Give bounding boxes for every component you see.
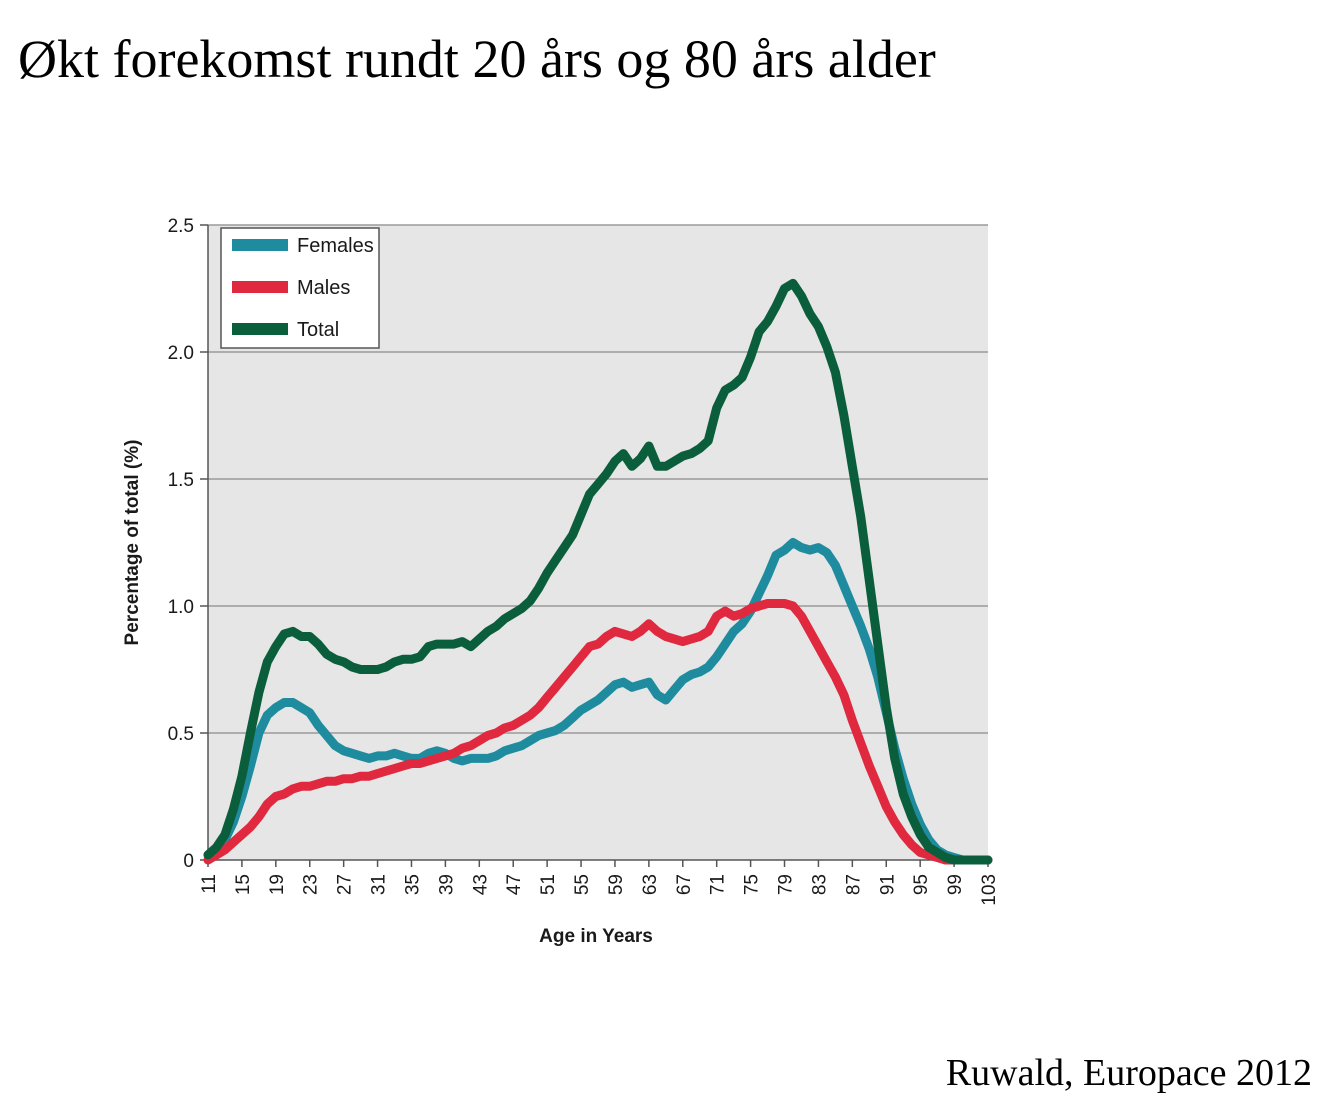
- y-tick-label: 0.5: [168, 724, 194, 745]
- x-tick-label: 99: [945, 874, 966, 895]
- x-tick-label: 59: [606, 874, 627, 895]
- x-tick-label: 47: [504, 874, 525, 895]
- legend-swatch: [232, 323, 288, 335]
- y-axis-title: Percentage of total (%): [122, 440, 143, 646]
- x-tick-label: 67: [674, 874, 695, 895]
- y-tick-label: 1.0: [168, 597, 194, 618]
- x-tick-label: 23: [301, 874, 322, 895]
- legend-label: Females: [297, 235, 374, 257]
- x-tick-label: 79: [776, 874, 797, 895]
- x-tick-label: 31: [369, 874, 390, 895]
- y-tick-label: 2.5: [168, 216, 194, 237]
- series-line-females: [203, 538, 993, 865]
- x-tick-label: 27: [335, 874, 356, 895]
- series-line-males: [203, 599, 993, 865]
- citation: Ruwald, Europace 2012: [945, 1052, 1312, 1094]
- y-tick-label: 2.0: [168, 343, 194, 364]
- x-tick-label: 35: [402, 874, 423, 895]
- x-tick-label: 71: [708, 874, 729, 895]
- legend: Females Males Total: [220, 227, 380, 349]
- x-tick-label: 39: [436, 874, 457, 895]
- x-tick-label: 91: [877, 874, 898, 895]
- x-tick-label: 51: [538, 874, 559, 895]
- legend-label: Total: [297, 319, 339, 341]
- x-tick-label: 87: [843, 874, 864, 895]
- x-tick-label: 19: [267, 874, 288, 895]
- x-tick-label: 95: [911, 874, 932, 895]
- series-line-total: [203, 278, 993, 865]
- axes: 0 0.5 1.0 1.5 2.0 2.5 11 15 19 23 27 31 35 39 43 47 51 55…: [168, 216, 1000, 906]
- x-tick-label: 63: [640, 874, 661, 895]
- x-tick-label: 103: [979, 874, 1000, 906]
- x-tick-label: 83: [809, 874, 830, 895]
- y-tick-label: 0: [183, 851, 194, 872]
- series-lines: [203, 278, 993, 865]
- x-tick-label: 55: [572, 874, 593, 895]
- x-tick-label: 15: [233, 874, 254, 895]
- y-tick-label: 1.5: [168, 470, 194, 491]
- legend-swatch: [232, 281, 288, 293]
- x-tick-label: 75: [742, 874, 763, 895]
- x-axis-title: Age in Years: [539, 926, 653, 947]
- legend-swatch: [232, 239, 288, 251]
- x-tick-label: 43: [470, 874, 491, 895]
- legend-label: Males: [297, 277, 350, 299]
- slide-title: Økt forekomst rundt 20 års og 80 års ald…: [18, 29, 936, 89]
- x-tick-label: 11: [199, 874, 220, 894]
